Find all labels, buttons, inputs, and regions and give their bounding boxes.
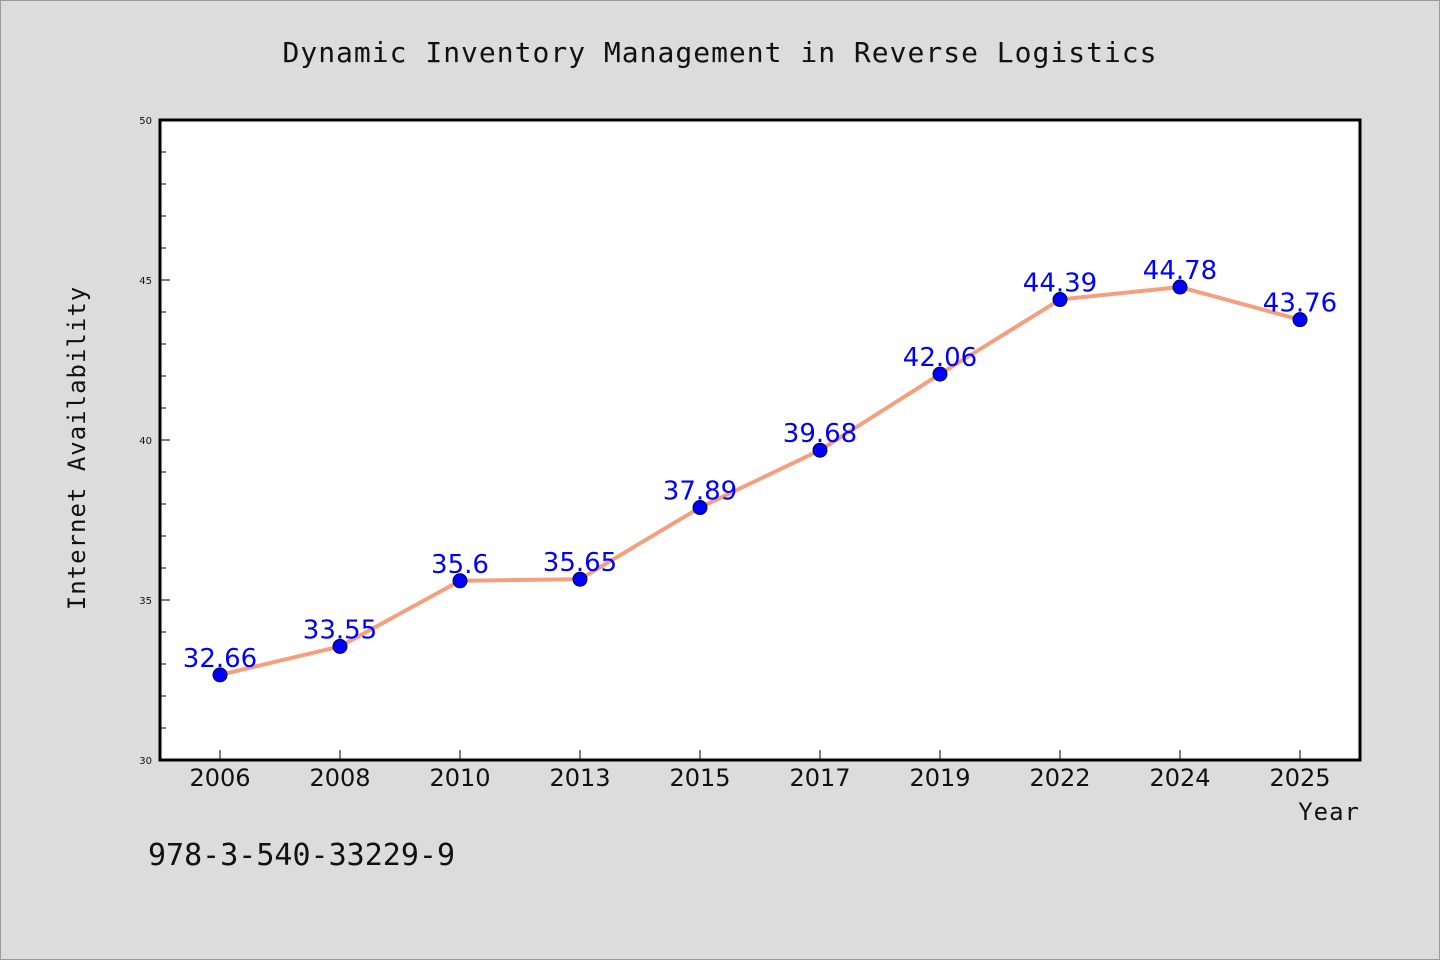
data-point-marker (932, 366, 948, 382)
data-label: 32.66 (183, 644, 257, 674)
x-tick-label: 2024 (1149, 764, 1210, 792)
x-tick-label: 2025 (1269, 764, 1330, 792)
series-line (218, 285, 1302, 677)
data-point-marker (332, 638, 348, 654)
x-tick-label: 2017 (789, 764, 850, 792)
y-tick-label: 30 (139, 756, 152, 767)
x-tick-label: 2015 (669, 764, 730, 792)
data-point-marker (572, 571, 588, 587)
footnote-isbn: 978-3-540-33229-9 (148, 838, 455, 873)
data-label: 42.06 (903, 343, 977, 373)
y-axis-label: Internet Availability (63, 286, 91, 610)
data-label: 37.89 (663, 477, 737, 507)
data-label: 35.65 (543, 548, 617, 578)
x-tick-label: 2010 (429, 764, 490, 792)
data-point-marker (1052, 292, 1068, 308)
data-label: 44.78 (1143, 256, 1217, 286)
data-point-marker (692, 500, 708, 516)
x-tick-label: 2006 (189, 764, 250, 792)
y-axis-ticks: 30 35 40 45 50 (139, 116, 170, 767)
x-axis-label: Year (1298, 798, 1360, 826)
y-tick-label: 50 (139, 116, 152, 127)
plot-area (158, 118, 1362, 762)
chart-title: Dynamic Inventory Management in Reverse … (282, 36, 1157, 69)
data-point-marker (812, 442, 828, 458)
data-point-marker (452, 573, 468, 589)
x-tick-label: 2013 (549, 764, 610, 792)
data-point-marker (212, 667, 228, 683)
series-group (212, 279, 1308, 683)
x-tick-label: 2019 (909, 764, 970, 792)
y-tick-label: 35 (139, 596, 152, 607)
data-label: 43.76 (1263, 289, 1337, 319)
data-point-marker (1292, 312, 1308, 328)
data-label: 39.68 (783, 419, 857, 449)
data-label: 35.6 (431, 550, 489, 580)
y-tick-label: 40 (139, 436, 152, 447)
data-label: 44.39 (1023, 269, 1097, 299)
data-label: 33.55 (303, 615, 377, 645)
y-tick-label: 45 (139, 276, 152, 287)
data-point-marker (1172, 279, 1188, 295)
x-tick-label: 2008 (309, 764, 370, 792)
x-tick-label: 2022 (1029, 764, 1090, 792)
data-labels-group: 32.66 33.55 35.6 35.65 37.89 39.68 42.06 44.39 4… (183, 256, 1337, 674)
x-axis-ticks: 2006 2008 2010 2013 2015 2017 2019 2022 2024 2025 (189, 750, 1331, 792)
